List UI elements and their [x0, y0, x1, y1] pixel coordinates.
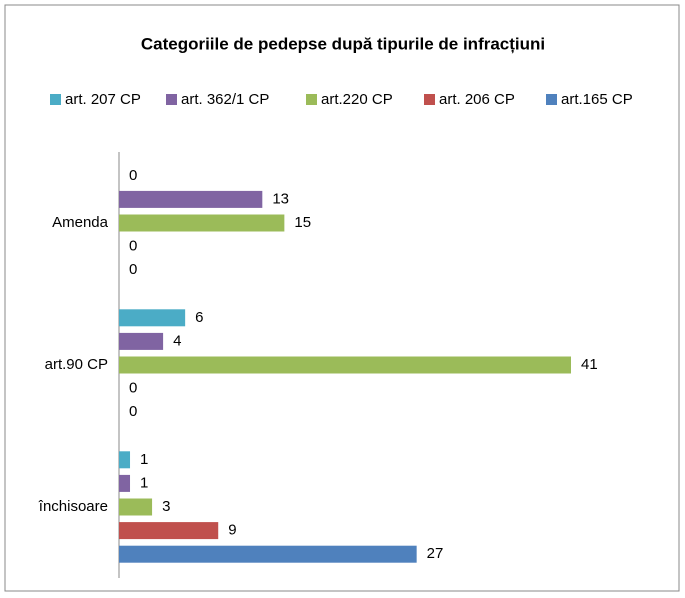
bar [119, 332, 164, 350]
legend-swatch [546, 94, 557, 105]
data-label: 27 [427, 545, 444, 562]
category-label: închisoare [38, 498, 108, 515]
legend-swatch [424, 94, 435, 105]
bar [119, 214, 285, 232]
data-label: 41 [581, 356, 598, 373]
data-label: 0 [129, 261, 137, 278]
legend-swatch [50, 94, 61, 105]
bar [119, 356, 571, 374]
legend-label: art.165 CP [561, 91, 633, 108]
bar [119, 309, 186, 327]
bar [119, 451, 131, 469]
data-label: 6 [195, 309, 203, 326]
data-label: 1 [140, 474, 148, 491]
bar [119, 545, 417, 563]
data-label: 0 [129, 238, 137, 255]
legend-label: art. 206 CP [439, 91, 515, 108]
category-label: art.90 CP [45, 356, 108, 373]
category-label: Amenda [52, 214, 109, 231]
legend-swatch [166, 94, 177, 105]
legend-label: art. 207 CP [65, 91, 141, 108]
data-label: 3 [162, 498, 170, 515]
bar [119, 474, 131, 492]
bar [119, 522, 219, 540]
bar [119, 190, 263, 208]
chart-frame [4, 4, 680, 592]
data-label: 4 [173, 332, 181, 349]
legend-swatch [306, 94, 317, 105]
data-label: 0 [129, 380, 137, 397]
data-label: 13 [272, 190, 289, 207]
data-label: 9 [228, 522, 236, 539]
legend-label: art. 362/1 CP [181, 91, 269, 108]
data-label: 1 [140, 451, 148, 468]
bar [119, 498, 153, 516]
data-label: 0 [129, 403, 137, 420]
legend-label: art.220 CP [321, 91, 393, 108]
chart-title: Categoriile de pedepse după tipurile de … [141, 34, 545, 53]
data-label: 0 [129, 167, 137, 184]
data-label: 15 [294, 214, 311, 231]
